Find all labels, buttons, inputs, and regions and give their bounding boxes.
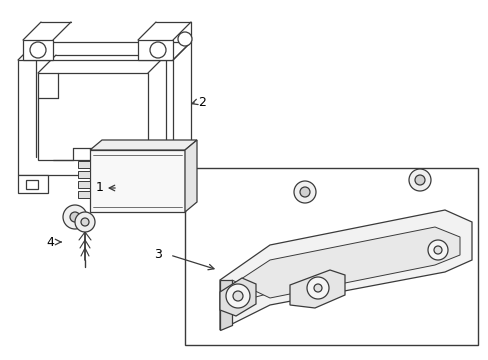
Circle shape — [30, 42, 46, 58]
Circle shape — [178, 32, 192, 46]
Polygon shape — [289, 270, 345, 308]
Polygon shape — [184, 140, 197, 212]
Polygon shape — [38, 73, 148, 160]
Circle shape — [414, 175, 424, 185]
Circle shape — [81, 218, 89, 226]
Circle shape — [150, 42, 165, 58]
Polygon shape — [78, 161, 90, 168]
Polygon shape — [220, 210, 471, 330]
Polygon shape — [138, 40, 173, 60]
Text: 4: 4 — [46, 235, 54, 248]
Polygon shape — [220, 278, 256, 316]
Polygon shape — [78, 181, 90, 188]
Polygon shape — [78, 171, 90, 178]
Polygon shape — [18, 175, 48, 193]
Circle shape — [70, 212, 80, 222]
Circle shape — [427, 240, 447, 260]
Circle shape — [408, 169, 430, 191]
Circle shape — [63, 205, 87, 229]
Polygon shape — [90, 150, 184, 212]
Circle shape — [75, 212, 95, 232]
Circle shape — [313, 284, 321, 292]
Polygon shape — [78, 191, 90, 198]
Circle shape — [306, 277, 328, 299]
Polygon shape — [231, 227, 459, 298]
Text: 2: 2 — [198, 95, 205, 108]
Polygon shape — [26, 180, 38, 189]
Polygon shape — [23, 40, 53, 60]
Text: 1: 1 — [96, 181, 104, 194]
Circle shape — [225, 284, 249, 308]
Polygon shape — [184, 168, 477, 345]
Polygon shape — [18, 60, 173, 175]
Text: 3: 3 — [154, 248, 162, 261]
Circle shape — [299, 187, 309, 197]
Circle shape — [433, 246, 441, 254]
Circle shape — [232, 291, 243, 301]
Circle shape — [293, 181, 315, 203]
Polygon shape — [90, 140, 197, 150]
Polygon shape — [220, 280, 231, 330]
